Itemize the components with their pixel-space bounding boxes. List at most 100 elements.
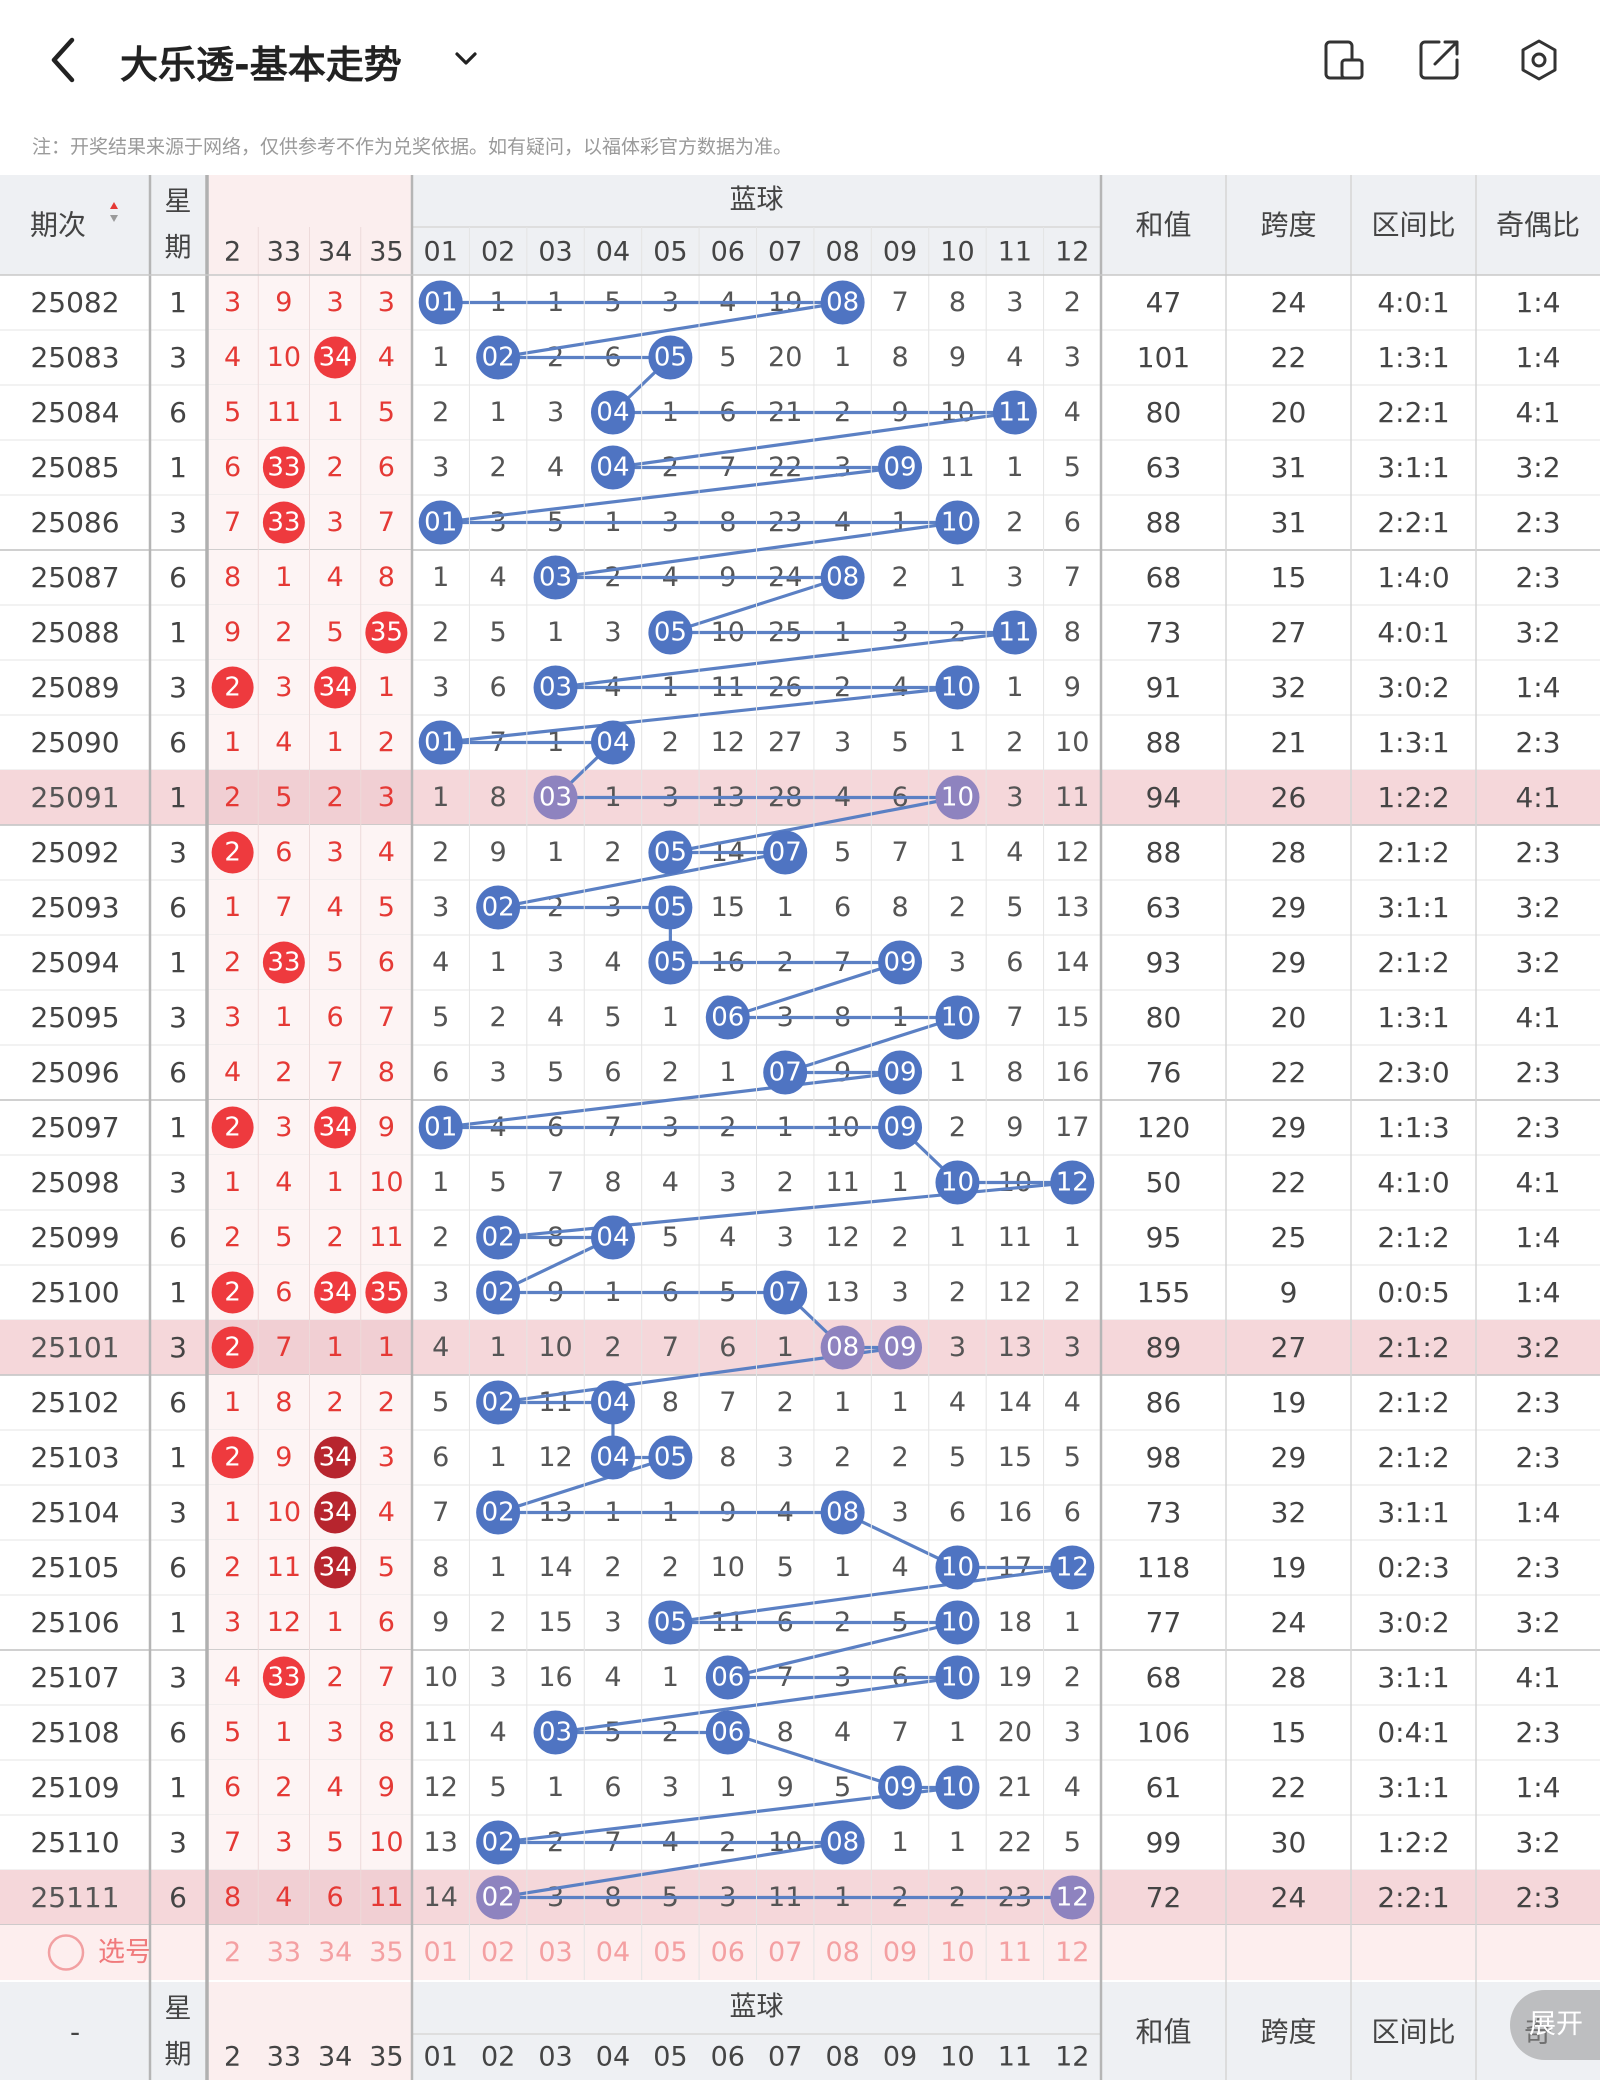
front-miss-count: 3: [327, 1717, 344, 1748]
front-hit-ball: [314, 1491, 357, 1534]
sum-value: 63: [1146, 891, 1182, 924]
blue-hit-number: 04: [596, 1223, 629, 1253]
front-miss-count: 4: [224, 1662, 241, 1693]
select-blue-number[interactable]: 04: [596, 1937, 630, 1968]
share-icon[interactable]: [1415, 36, 1463, 84]
back-icon[interactable]: [40, 28, 88, 92]
select-blue-number[interactable]: 11: [998, 1937, 1032, 1968]
footer-blue-header: 03: [538, 2042, 572, 2073]
front-miss-count: 6: [275, 1277, 292, 1308]
blue-miss-count: 2: [662, 1552, 679, 1583]
blue-miss-count: 2: [891, 1222, 908, 1253]
odd-even-ratio: 1:4: [1515, 671, 1560, 704]
select-blue-number[interactable]: 12: [1055, 1937, 1089, 1968]
blue-hit-number: 02: [482, 1883, 515, 1913]
blue-miss-count: 15: [538, 1607, 572, 1638]
weekday-value: 1: [169, 1111, 187, 1144]
blue-hit-ball: [418, 280, 463, 325]
blue-miss-count: 3: [891, 1497, 908, 1528]
front-hit-number: 34: [319, 343, 352, 373]
front-miss-count: 9: [378, 1772, 395, 1803]
front-hit-number: 34: [319, 1553, 352, 1583]
select-blue-number[interactable]: 05: [653, 1937, 687, 1968]
select-front-number[interactable]: 34: [318, 1937, 352, 1968]
blue-hit-ball: [418, 720, 463, 765]
front-miss-count: 5: [327, 617, 344, 648]
chevron-down-icon[interactable]: [448, 40, 484, 76]
front-hit-number: 35: [370, 618, 403, 648]
issue-number: 25105: [30, 1551, 119, 1584]
select-blue-number[interactable]: 06: [711, 1937, 745, 1968]
front-miss-count: 7: [327, 1057, 344, 1088]
select-blue-number[interactable]: 01: [424, 1937, 458, 1968]
footer-blue-header: 12: [1055, 2042, 1089, 2073]
column-header-week-top: 星: [165, 187, 192, 218]
page-title[interactable]: 大乐透-基本走势: [120, 43, 402, 87]
span-value: 22: [1271, 1166, 1307, 1199]
blue-hit-ball: [992, 390, 1037, 435]
blue-hit-number: 06: [711, 1003, 744, 1033]
column-header-front: 34: [318, 237, 352, 268]
front-miss-count: 6: [327, 1002, 344, 1033]
front-miss-count: 5: [327, 1827, 344, 1858]
blue-miss-count: 3: [547, 397, 564, 428]
front-miss-count: 6: [378, 452, 395, 483]
odd-even-ratio: 2:3: [1515, 1386, 1560, 1419]
blue-miss-count: 2: [490, 1002, 507, 1033]
blue-miss-count: 1: [547, 1772, 564, 1803]
blue-miss-count: 11: [1055, 782, 1089, 813]
footer-blue-header: 05: [653, 2042, 687, 2073]
settings-icon[interactable]: [1515, 36, 1563, 84]
select-blue-number[interactable]: 02: [481, 1937, 515, 1968]
weekday-value: 6: [169, 1221, 187, 1254]
select-radio-icon[interactable]: [47, 1934, 85, 1971]
select-blue-number[interactable]: 10: [940, 1937, 974, 1968]
weekday-value: 6: [169, 1551, 187, 1584]
select-blue-number[interactable]: 07: [768, 1937, 802, 1968]
select-front-number[interactable]: 2: [224, 1937, 241, 1968]
blue-miss-count: 1: [432, 782, 449, 813]
blue-hit-ball: [533, 555, 578, 600]
blue-miss-count: 3: [777, 1442, 794, 1473]
sum-value: 72: [1146, 1881, 1182, 1914]
blue-miss-count: 6: [834, 892, 851, 923]
blue-miss-count: 12: [711, 727, 745, 758]
column-header-blue: 01: [424, 237, 458, 268]
front-miss-count: 4: [327, 892, 344, 923]
blue-hit-number: 12: [1056, 1553, 1089, 1583]
sort-asc-icon[interactable]: [110, 202, 118, 209]
odd-even-ratio: 2:3: [1515, 506, 1560, 539]
blue-miss-count: 3: [1064, 342, 1081, 373]
blue-hit-ball: [648, 830, 693, 875]
expand-button[interactable]: 展开: [1510, 1990, 1600, 2060]
column-header-front: 33: [267, 237, 301, 268]
weekday-value: 3: [169, 836, 187, 869]
select-blue-number[interactable]: 09: [883, 1937, 917, 1968]
blue-miss-count: 12: [538, 1442, 572, 1473]
front-miss-count: 11: [369, 1882, 403, 1913]
blue-hit-number: 09: [883, 1333, 916, 1363]
select-blue-number[interactable]: 03: [538, 1937, 572, 1968]
blue-hit-number: 02: [482, 1388, 515, 1418]
select-blue-number[interactable]: 08: [825, 1937, 859, 1968]
zone-ratio: 1:3:1: [1377, 1001, 1449, 1034]
blue-miss-count: 1: [891, 1387, 908, 1418]
sort-desc-icon[interactable]: [110, 215, 118, 222]
blue-hit-ball: [935, 1655, 980, 1700]
phone-layout-icon[interactable]: [1320, 36, 1368, 84]
blue-miss-count: 6: [490, 672, 507, 703]
blue-miss-count: 12: [1055, 837, 1089, 868]
blue-miss-count: 1: [490, 947, 507, 978]
blue-hit-ball: [878, 940, 923, 985]
weekday-value: 1: [169, 286, 187, 319]
blue-hit-ball: [476, 1875, 521, 1920]
zone-ratio: 3:1:1: [1377, 1661, 1449, 1694]
blue-miss-count: 1: [949, 562, 966, 593]
select-front-number[interactable]: 35: [369, 1937, 403, 1968]
select-number-label[interactable]: 选号: [98, 1937, 152, 1968]
blue-hit-ball: [935, 995, 980, 1040]
span-value: 22: [1271, 341, 1307, 374]
blue-miss-count: 1: [949, 727, 966, 758]
select-front-number[interactable]: 33: [267, 1937, 301, 1968]
blue-miss-count: 2: [604, 837, 621, 868]
